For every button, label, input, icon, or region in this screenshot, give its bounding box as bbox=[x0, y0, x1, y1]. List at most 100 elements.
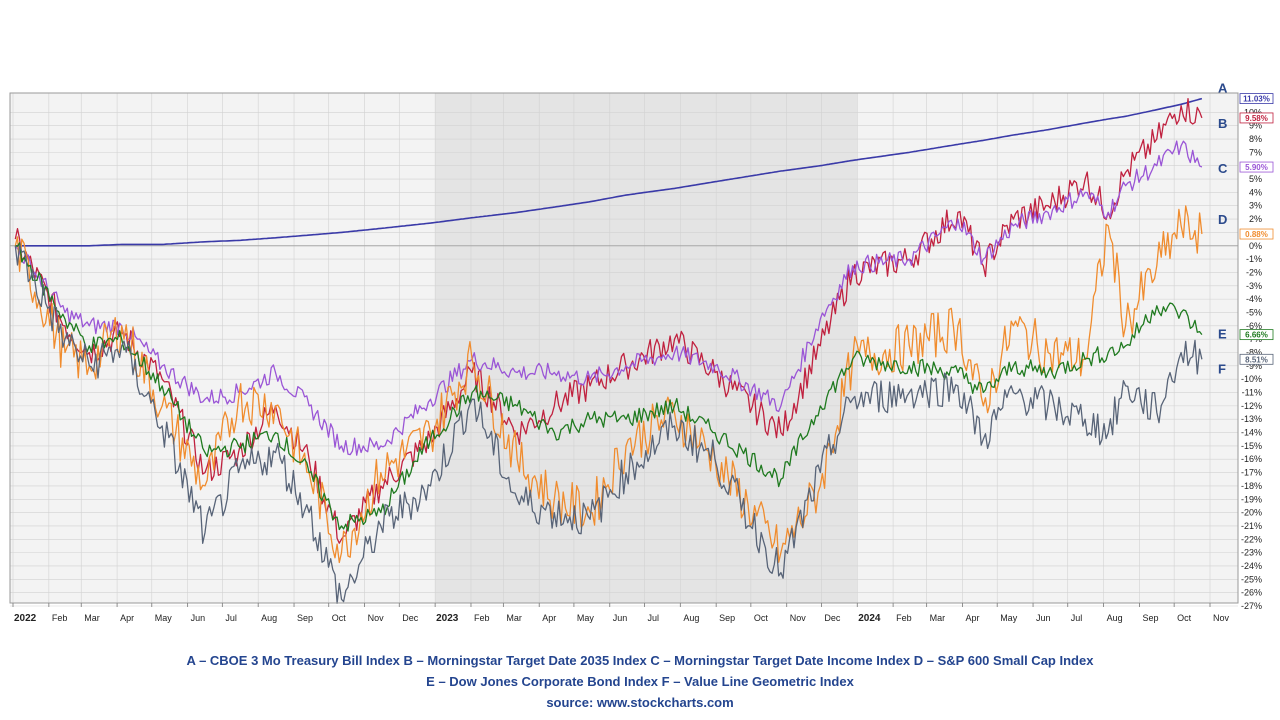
x-tick-label: Jun bbox=[191, 613, 206, 623]
x-tick-label: Oct bbox=[754, 613, 769, 623]
y-tick-label: -1% bbox=[1246, 254, 1262, 264]
series-line-d bbox=[14, 205, 1203, 564]
series-letter-e: E bbox=[1218, 327, 1227, 342]
y-tick-label: -24% bbox=[1241, 561, 1262, 571]
x-tick-label: Nov bbox=[368, 613, 385, 623]
x-tick-label: Jul bbox=[1071, 613, 1083, 623]
y-tick-label: -26% bbox=[1241, 588, 1262, 598]
x-tick-label: Apr bbox=[966, 613, 980, 623]
x-tick-label: Feb bbox=[896, 613, 912, 623]
end-label-box bbox=[1239, 353, 1274, 365]
y-tick-label: -14% bbox=[1241, 428, 1262, 438]
x-tick-label: Jul bbox=[647, 613, 659, 623]
y-tick-label: 9% bbox=[1249, 121, 1262, 131]
y-tick-label: -15% bbox=[1241, 441, 1262, 451]
x-tick-label: Sep bbox=[1142, 613, 1158, 623]
series-line-e bbox=[15, 242, 1203, 532]
end-label-text: 9.58% bbox=[1245, 114, 1268, 123]
series-letter-c: C bbox=[1218, 161, 1228, 176]
series-line-a bbox=[15, 97, 1203, 247]
x-tick-label: Mar bbox=[506, 613, 522, 623]
end-label-box bbox=[1239, 112, 1274, 124]
end-label-a: 11.03% bbox=[1239, 93, 1274, 104]
y-tick-label: -5% bbox=[1246, 307, 1262, 317]
x-tick-label: Aug bbox=[683, 613, 699, 623]
y-tick-label: -21% bbox=[1241, 521, 1262, 531]
series-letter-b: B bbox=[1218, 116, 1227, 131]
end-label-text: 5.90% bbox=[1245, 163, 1268, 172]
end-label-text: 6.66% bbox=[1245, 331, 1268, 340]
y-tick-label: -23% bbox=[1241, 548, 1262, 558]
end-label-b: 9.58% bbox=[1239, 112, 1274, 124]
y-tick-label: -9% bbox=[1246, 361, 1262, 371]
end-label-text: 8.51% bbox=[1245, 355, 1268, 364]
x-tick-label: Feb bbox=[52, 613, 68, 623]
x-tick-label: Sep bbox=[719, 613, 735, 623]
y-tick-label: -10% bbox=[1241, 374, 1262, 384]
source-note: source: www.stockcharts.com bbox=[546, 695, 734, 710]
end-label-box bbox=[1239, 228, 1274, 240]
y-tick-label: 5% bbox=[1249, 174, 1262, 184]
x-tick-label: Aug bbox=[1107, 613, 1123, 623]
x-tick-label: 2024 bbox=[858, 613, 881, 624]
x-tick-label: May bbox=[1000, 613, 1018, 623]
x-tick-label: Aug bbox=[261, 613, 277, 623]
y-tick-label: -12% bbox=[1241, 401, 1262, 411]
series-line-b bbox=[14, 97, 1203, 544]
series-letters: A B C D E F bbox=[1218, 81, 1228, 377]
x-tick-label: May bbox=[577, 613, 595, 623]
x-tick-label: Jun bbox=[1036, 613, 1051, 623]
y-tick-label: -27% bbox=[1241, 601, 1262, 611]
y-tick-label: 4% bbox=[1249, 187, 1262, 197]
y-tick-label: 7% bbox=[1249, 147, 1262, 157]
y-tick-label: -16% bbox=[1241, 454, 1262, 464]
end-label-f: 8.51% bbox=[1239, 353, 1274, 365]
y-tick-label: -4% bbox=[1246, 294, 1262, 304]
x-tick-label: Mar bbox=[84, 613, 100, 623]
y-tick-label: -11% bbox=[1242, 388, 1262, 398]
y-tick-label: -19% bbox=[1241, 494, 1262, 504]
x-tick-label: May bbox=[155, 613, 173, 623]
y-tick-label: -18% bbox=[1241, 481, 1262, 491]
x-tick-label: 2023 bbox=[436, 613, 459, 624]
x-tick-label: Oct bbox=[1177, 613, 1192, 623]
x-tick-label: Dec bbox=[402, 613, 419, 623]
x-tick-label: Jun bbox=[613, 613, 628, 623]
y-tick-label: -20% bbox=[1241, 508, 1262, 518]
x-tick-label: Apr bbox=[542, 613, 556, 623]
end-label-e: 6.66% bbox=[1239, 329, 1274, 341]
x-tick-label: Mar bbox=[930, 613, 946, 623]
plot-border bbox=[9, 92, 1239, 604]
x-tick-label: Sep bbox=[297, 613, 313, 623]
x-tick-label: Dec bbox=[824, 613, 841, 623]
y-tick-label: 10% bbox=[1244, 107, 1262, 117]
y-tick-label: 2% bbox=[1249, 214, 1262, 224]
x-tick-label: Feb bbox=[474, 613, 490, 623]
x-tick-label: Apr bbox=[120, 613, 134, 623]
end-label-c: 5.90% bbox=[1239, 161, 1274, 173]
y-tick-label: -8% bbox=[1246, 348, 1262, 358]
y-tick-label: -6% bbox=[1246, 321, 1262, 331]
x-tick-label: Jul bbox=[225, 613, 237, 623]
end-label-box bbox=[1239, 93, 1274, 104]
x-tick-label: 2022 bbox=[14, 613, 37, 624]
series-letter-f: F bbox=[1218, 361, 1226, 376]
series-letter-d: D bbox=[1218, 212, 1227, 227]
y-tick-label: -3% bbox=[1246, 281, 1262, 291]
end-label-box bbox=[1239, 329, 1274, 341]
y-tick-label: 3% bbox=[1249, 201, 1262, 211]
legend: A – CBOE 3 Mo Treasury Bill Index B – Mo… bbox=[0, 650, 1280, 713]
y-tick-label: -13% bbox=[1241, 414, 1262, 424]
series-line-c bbox=[14, 140, 1203, 456]
legend-line-1: A – CBOE 3 Mo Treasury Bill Index B – Mo… bbox=[186, 653, 1094, 668]
y-tick-label: -2% bbox=[1246, 267, 1262, 277]
series-line-f bbox=[14, 244, 1203, 604]
series-lines bbox=[14, 97, 1203, 604]
y-tick-label: 0% bbox=[1249, 241, 1262, 251]
end-label-text: 0.88% bbox=[1245, 230, 1268, 239]
x-tick-label: Nov bbox=[1213, 613, 1230, 623]
x-tick-label: Oct bbox=[332, 613, 347, 623]
end-label-box bbox=[1239, 161, 1274, 173]
end-value-labels: 11.03% 9.58% 5.90% 0.88% 6.66% 8.51% bbox=[1239, 93, 1274, 365]
